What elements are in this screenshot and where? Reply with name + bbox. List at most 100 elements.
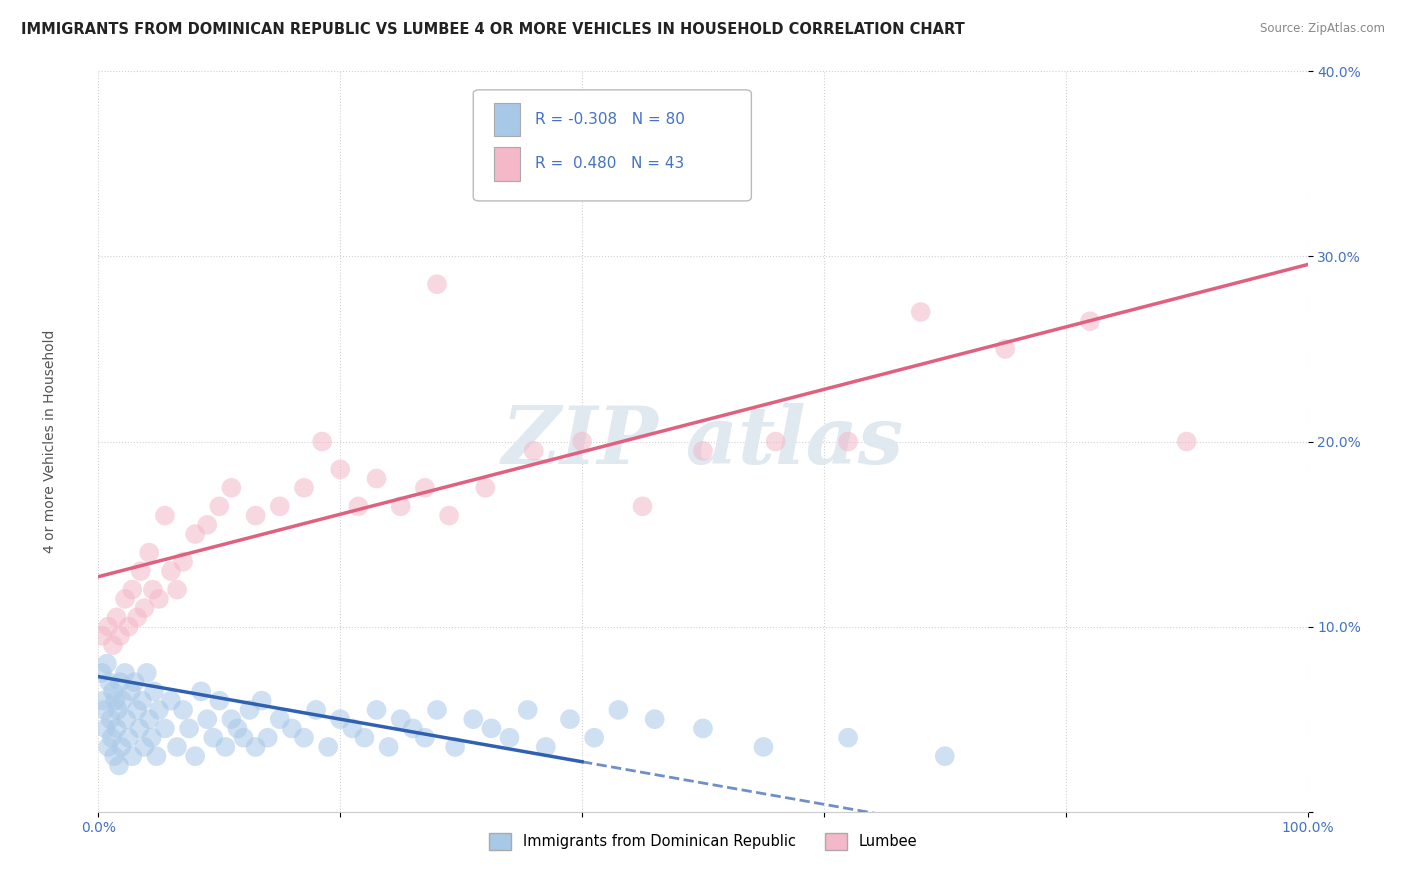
Point (184, 527, 207, 541)
Point (91, 665, 114, 680)
Point (127, 703, 149, 717)
Point (160, 694, 183, 708)
Point (221, 712, 243, 726)
Point (96, 657, 118, 671)
Point (214, 739, 236, 754)
Point (101, 638, 124, 652)
Text: IMMIGRANTS FROM DOMINICAN REPUBLIC VS LUMBEE 4 OR MORE VEHICLES IN HOUSEHOLD COR: IMMIGRANTS FROM DOMINICAN REPUBLIC VS LU… (21, 22, 965, 37)
Text: ZIP atlas: ZIP atlas (502, 403, 904, 480)
Point (765, 434, 787, 449)
Point (108, 675, 131, 690)
Point (389, 712, 412, 726)
Point (245, 739, 267, 754)
Point (98, 675, 121, 690)
FancyBboxPatch shape (474, 90, 751, 201)
FancyBboxPatch shape (494, 103, 520, 136)
Point (256, 731, 278, 745)
Point (118, 731, 141, 745)
Point (1078, 314, 1101, 328)
Point (94, 722, 117, 736)
Point (134, 739, 156, 754)
Point (153, 508, 176, 523)
Point (1175, 434, 1198, 449)
Point (631, 500, 654, 514)
Point (523, 443, 546, 458)
Point (437, 508, 460, 523)
Point (166, 739, 188, 754)
Point (692, 443, 714, 458)
Point (692, 722, 714, 736)
Point (221, 481, 243, 495)
Point (93, 703, 115, 717)
Point (120, 684, 142, 698)
Point (558, 712, 581, 726)
Point (148, 703, 170, 717)
Point (353, 731, 375, 745)
Point (110, 739, 132, 754)
Point (481, 722, 503, 736)
Point (127, 610, 149, 624)
Point (269, 500, 291, 514)
Point (250, 694, 273, 708)
Point (342, 722, 364, 736)
Point (413, 481, 436, 495)
Point (108, 758, 131, 772)
Point (752, 739, 775, 754)
Point (111, 694, 134, 708)
FancyBboxPatch shape (494, 147, 520, 180)
Point (124, 675, 146, 690)
Point (134, 601, 156, 615)
Point (160, 564, 183, 578)
Point (172, 555, 194, 569)
Point (114, 665, 136, 680)
Point (143, 684, 166, 698)
Point (91, 694, 114, 708)
Point (100, 712, 122, 726)
Point (104, 694, 127, 708)
Point (141, 731, 163, 745)
Point (305, 703, 328, 717)
Point (316, 739, 339, 754)
Point (239, 703, 262, 717)
Point (226, 722, 249, 736)
Point (292, 481, 315, 495)
Point (202, 731, 225, 745)
Point (377, 739, 399, 754)
Point (366, 703, 388, 717)
Point (934, 749, 956, 764)
Point (105, 722, 128, 736)
Point (232, 731, 254, 745)
Point (179, 722, 201, 736)
Point (837, 731, 859, 745)
Point (91, 629, 114, 643)
Point (994, 342, 1017, 356)
Point (153, 722, 176, 736)
Point (245, 508, 267, 523)
Point (97, 619, 120, 633)
Point (108, 629, 131, 643)
Point (128, 722, 150, 736)
Point (100, 731, 122, 745)
Point (347, 500, 370, 514)
Text: R = -0.308   N = 80: R = -0.308 N = 80 (534, 112, 685, 127)
Point (329, 712, 352, 726)
Point (402, 722, 425, 736)
Point (142, 582, 165, 597)
Point (118, 619, 141, 633)
Point (426, 277, 449, 292)
Point (97, 739, 120, 754)
Text: Source: ZipAtlas.com: Source: ZipAtlas.com (1260, 22, 1385, 36)
Point (281, 722, 304, 736)
Point (516, 703, 538, 717)
Point (534, 739, 557, 754)
Point (498, 731, 520, 745)
Point (148, 591, 170, 606)
Point (115, 712, 138, 726)
Point (583, 731, 606, 745)
Point (837, 434, 859, 449)
Point (135, 665, 157, 680)
Point (426, 703, 449, 717)
Legend: Immigrants from Dominican Republic, Lumbee: Immigrants from Dominican Republic, Lumb… (484, 827, 922, 856)
Point (329, 462, 352, 476)
Point (166, 582, 188, 597)
